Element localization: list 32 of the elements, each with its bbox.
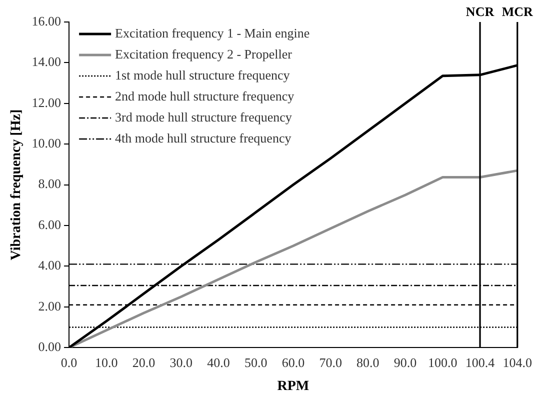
x-tick-label: 30.0 — [170, 354, 193, 370]
x-tick-label: 60.0 — [282, 354, 305, 370]
y-tick-label: 8.00 — [38, 176, 62, 192]
y-tick-label: 12.00 — [32, 94, 62, 110]
x-tick-label: 40.0 — [207, 354, 230, 370]
x-tick-label: 20.0 — [132, 354, 156, 370]
y-tick-label: 2.00 — [38, 298, 62, 314]
y-tick-label: 4.00 — [38, 258, 62, 273]
x-axis-title: RPM — [277, 379, 310, 394]
x-tick-label: 70.0 — [319, 354, 342, 370]
legend-label: 1st mode hull structure frequency — [115, 67, 290, 82]
y-tick-label: 6.00 — [38, 216, 62, 232]
legend-label: Excitation frequency 2 - Propeller — [115, 46, 293, 62]
y-tick-label: 10.00 — [32, 136, 62, 151]
x-tick-label: 10.0 — [95, 354, 118, 370]
x-tick-label: 104.0 — [502, 354, 532, 370]
x-tick-label: 100.0 — [428, 354, 458, 370]
y-axis-title: Vibration frequency [Hz] — [9, 109, 24, 260]
y-tick-label: 16.00 — [32, 13, 62, 28]
legend-label: 3rd mode hull structure frequency — [115, 109, 292, 124]
legend-label: Excitation frequency 1 - Main engine — [115, 25, 310, 40]
x-tick-label: 80.0 — [356, 354, 380, 370]
x-tick-label: 100.4 — [465, 354, 496, 370]
ref-line-label: MCR — [502, 4, 534, 19]
x-tick-label: 50.0 — [244, 354, 268, 370]
y-tick-label: 14.00 — [32, 54, 62, 70]
ref-line-label: NCR — [466, 4, 495, 19]
y-tick-label: 0.00 — [38, 339, 62, 354]
x-tick-label: 90.0 — [394, 354, 417, 370]
x-tick-label: 0.0 — [60, 354, 78, 370]
legend-label: 2nd mode hull structure frequency — [115, 88, 295, 104]
legend-label: 4th mode hull structure frequency — [115, 130, 292, 146]
